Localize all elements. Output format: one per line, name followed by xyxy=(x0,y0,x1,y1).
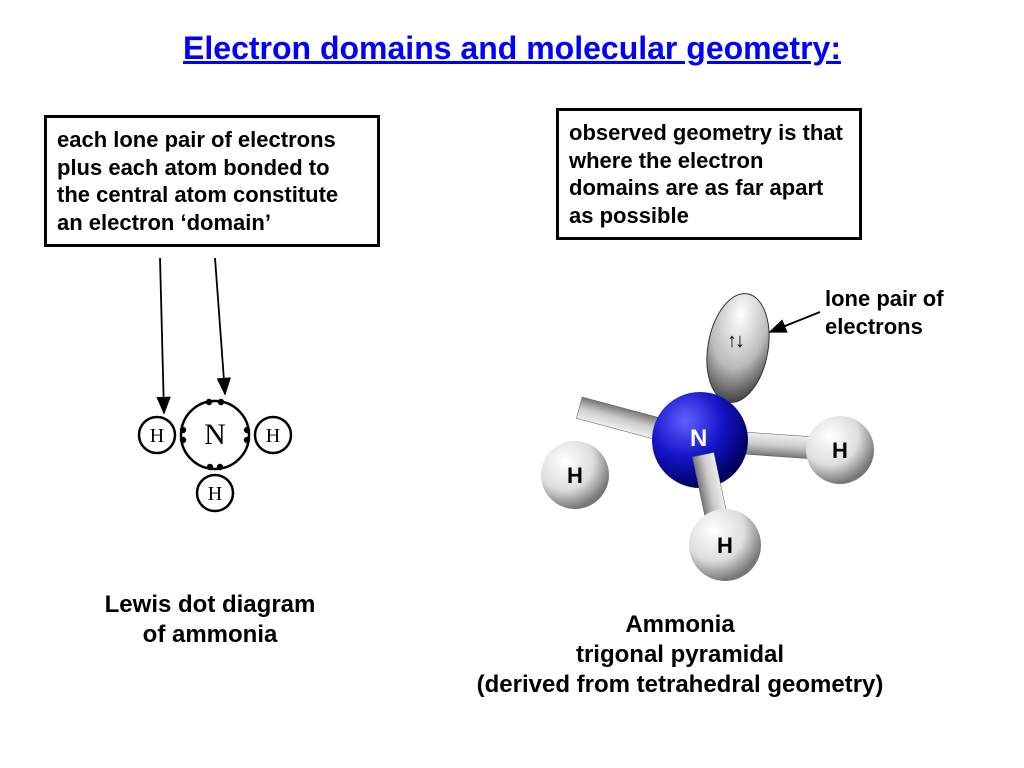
lone-pair-arrows-icon: ↑↓ xyxy=(727,330,743,353)
h-bottom-letter: H xyxy=(208,483,222,505)
arrow-to-lone-pair-dots xyxy=(215,258,225,394)
lewis-structure: N H H H xyxy=(139,399,291,511)
n-letter: N xyxy=(204,418,226,451)
lewis-dot-diagram: N H H H xyxy=(0,0,1024,768)
h-atom-2-label: H xyxy=(832,438,848,464)
n-atom-label: N xyxy=(690,425,707,453)
arrow-to-h-atom xyxy=(160,258,164,413)
h-right: H xyxy=(255,417,291,453)
h-atom-3-label: H xyxy=(717,533,733,559)
h-atom-1-label: H xyxy=(567,463,583,489)
h-left: H xyxy=(139,417,175,453)
arrow-to-lobe xyxy=(770,312,820,332)
h-left-letter: H xyxy=(150,425,164,447)
ammonia-3d-model xyxy=(541,289,874,581)
h-right-letter: H xyxy=(266,425,280,447)
h-bottom: H xyxy=(197,475,233,511)
